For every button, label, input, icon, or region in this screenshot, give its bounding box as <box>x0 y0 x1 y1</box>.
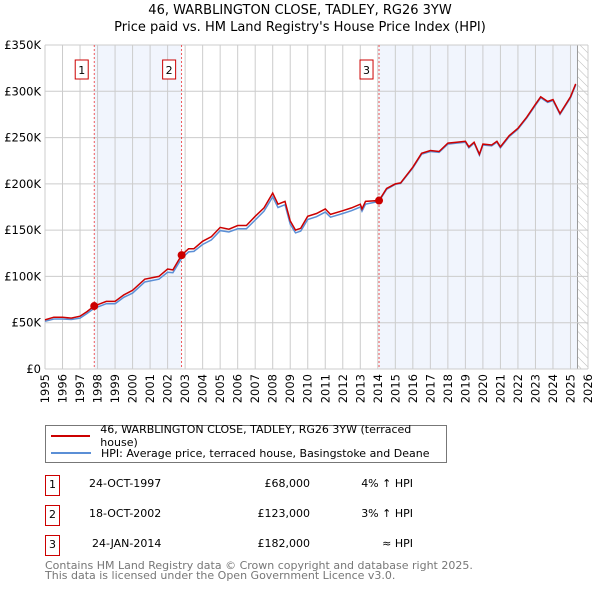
sale-date: 24-JAN-2014 <box>92 537 162 550</box>
x-tick-label: 2026 <box>581 374 595 403</box>
sale-marker-box <box>162 59 177 80</box>
sale-marker-number: 3 <box>363 64 370 77</box>
x-tick-label: 2000 <box>126 374 140 403</box>
x-tick-label: 2016 <box>406 374 420 403</box>
x-tick-label: 2024 <box>546 374 560 403</box>
y-tick-label: £50K <box>12 316 42 330</box>
x-tick-label: 1997 <box>73 374 87 403</box>
y-tick-label: £200K <box>4 177 41 191</box>
footer-copyright: Contains HM Land Registry data © Crown c… <box>45 559 473 572</box>
x-tick-label: 1999 <box>108 374 122 403</box>
sale-price: £68,000 <box>264 477 311 490</box>
sale-row: 2 18-OCT-2002 £123,000 3% ↑ HPI <box>45 505 545 526</box>
x-tick-label: 2020 <box>476 374 490 403</box>
title-line: 46, WARBLINGTON CLOSE, TADLEY, RG26 3YW <box>148 3 452 18</box>
x-tick-label: 2007 <box>248 374 262 403</box>
x-tick-label: 2008 <box>266 374 280 403</box>
x-tick-label: 2004 <box>196 374 210 403</box>
sale-marker-label: 1 <box>45 475 60 496</box>
x-tick-label: 2018 <box>441 374 455 403</box>
sale-marker-box <box>359 59 374 80</box>
sale-date: 18-OCT-2002 <box>89 507 162 520</box>
x-tick-label: 2014 <box>371 374 385 403</box>
subtitle-line: Price paid vs. HM Land Registry's House … <box>114 20 486 35</box>
y-tick-label: £150K <box>4 223 41 237</box>
x-tick-label: 2021 <box>493 374 507 403</box>
forecast-hatch <box>577 45 588 369</box>
shaded-period <box>94 45 182 369</box>
sale-date: 24-OCT-1997 <box>89 477 162 490</box>
sale-row: 1 24-OCT-1997 £68,000 4% ↑ HPI <box>45 475 545 496</box>
x-tick-label: 2017 <box>423 374 437 403</box>
sale-marker-label: 3 <box>45 535 60 556</box>
y-tick-label: £350K <box>4 38 41 52</box>
price-paid-line <box>44 83 577 321</box>
x-tick-label: 2009 <box>283 374 297 403</box>
sale-marker-number: 1 <box>78 64 85 77</box>
sale-hpi-compare: ≈ HPI <box>382 537 413 550</box>
sale-marker-box <box>74 59 89 80</box>
y-tick-label: £300K <box>4 84 41 98</box>
chart-title: 46, WARBLINGTON CLOSE, TADLEY, RG26 3YW … <box>0 2 600 36</box>
x-tick-label: 2023 <box>528 374 542 403</box>
sale-point <box>90 302 99 311</box>
footer-licence: This data is licensed under the Open Gov… <box>45 569 396 582</box>
x-tick-label: 2025 <box>563 374 577 403</box>
shaded-period <box>379 45 578 369</box>
x-tick-label: 2006 <box>231 374 245 403</box>
blue-line-swatch <box>51 452 91 454</box>
legend-label: 46, WARBLINGTON CLOSE, TADLEY, RG26 3YW … <box>100 423 412 449</box>
y-tick-label: £100K <box>4 269 41 283</box>
x-tick-label: 1995 <box>38 374 52 403</box>
x-tick-label: 1998 <box>91 374 105 403</box>
x-tick-label: 2013 <box>353 374 367 403</box>
sale-hpi-compare: 3% ↑ HPI <box>361 507 413 520</box>
red-line-swatch <box>51 435 91 437</box>
legend-item-hpi: HPI: Average price, terraced house, Basi… <box>51 445 429 461</box>
legend-item-property: 46, WARBLINGTON CLOSE, TADLEY, RG26 3YW … <box>51 423 446 449</box>
x-tick-label: 2012 <box>336 374 350 403</box>
x-tick-label: 2002 <box>161 374 175 403</box>
price-chart: 1995 1996 1997 1998 1999 2000 2001 2002 2003 2004… <box>4 38 595 403</box>
sale-row: 3 24-JAN-2014 £182,000 ≈ HPI <box>45 535 545 556</box>
sale-point <box>177 251 186 260</box>
x-tick-label: 2010 <box>301 374 315 403</box>
sale-price: £182,000 <box>257 537 311 550</box>
sale-marker-number: 2 <box>166 64 173 77</box>
y-tick-label: £250K <box>4 131 41 145</box>
x-tick-label: 2001 <box>143 374 157 403</box>
x-tick-label: 2003 <box>178 374 192 403</box>
x-tick-label: 2019 <box>458 374 472 403</box>
footer: Contains HM Land Registry data © Crown c… <box>45 559 473 582</box>
legend-label: HPI: Average price, terraced house, Basi… <box>101 446 430 460</box>
x-tick-label: 2015 <box>388 374 402 403</box>
y-tick-label: £0 <box>26 362 41 376</box>
x-tick-label: 1996 <box>56 374 70 403</box>
legend: 46, WARBLINGTON CLOSE, TADLEY, RG26 3YW … <box>45 423 447 463</box>
x-tick-label: 2005 <box>213 374 227 403</box>
sale-point <box>375 196 384 205</box>
x-tick-label: 2011 <box>318 374 332 403</box>
sale-price: £123,000 <box>257 507 311 520</box>
sale-hpi-compare: 4% ↑ HPI <box>361 477 413 490</box>
x-tick-label: 2022 <box>511 374 525 403</box>
sale-marker-label: 2 <box>45 505 60 526</box>
